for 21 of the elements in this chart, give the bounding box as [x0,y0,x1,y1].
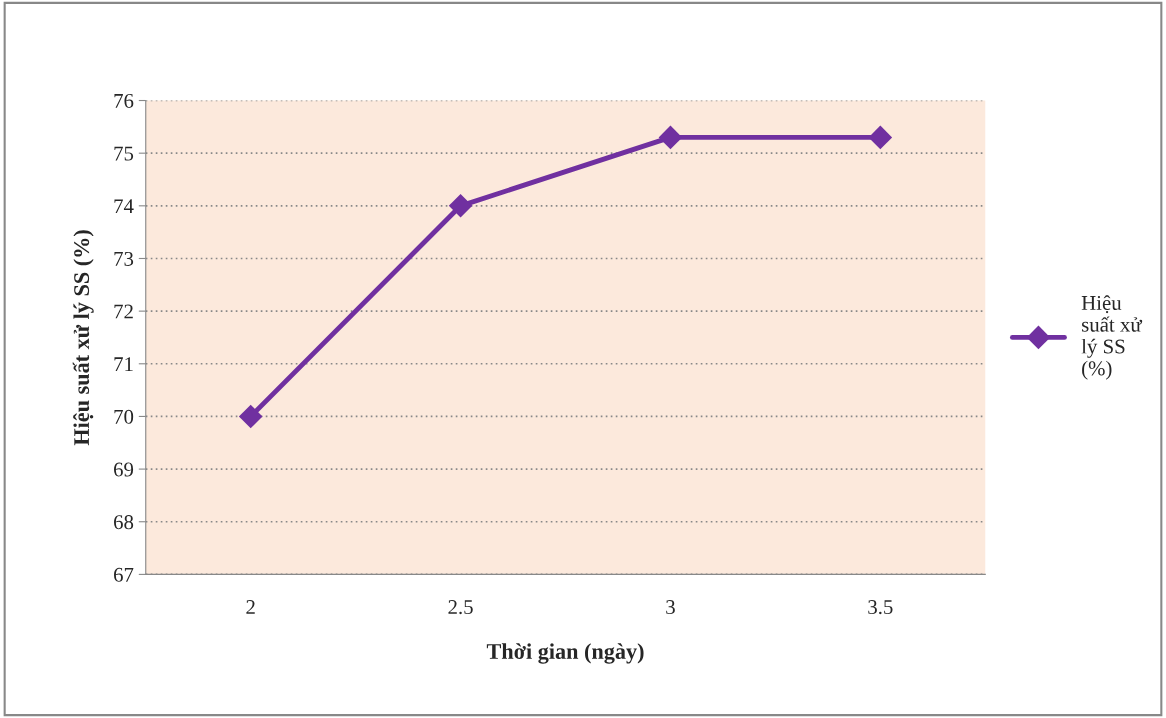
y-tick-label: 72 [114,304,133,319]
y-tick-label: 75 [114,146,134,161]
point [658,125,683,150]
y-tick-label: 76 [114,93,134,108]
point [448,194,473,218]
y-tick-label: 70 [114,409,134,424]
y-tick-label: 67 [114,567,134,582]
point [238,404,263,429]
x-tick-label: 3 [666,600,675,615]
y-tick-label: 68 [114,515,134,530]
y-tick-label: 73 [114,251,134,266]
y-tick-label: 71 [114,357,133,372]
legend-label: Hiệu suất xử lý SS (%) [1081,295,1143,380]
x-tick-label: 2 [246,600,255,614]
x-axis-title: Thời gian (ngày) [486,643,644,664]
y-axis-title: Hiệu suất xử lý SS (%) [72,230,94,446]
x-tick-label: 3.5 [868,600,893,615]
y-tick-label: 69 [114,462,134,477]
y-tick-label: 74 [114,199,134,214]
x-tick-label: 2.5 [448,600,473,615]
point [868,125,893,150]
